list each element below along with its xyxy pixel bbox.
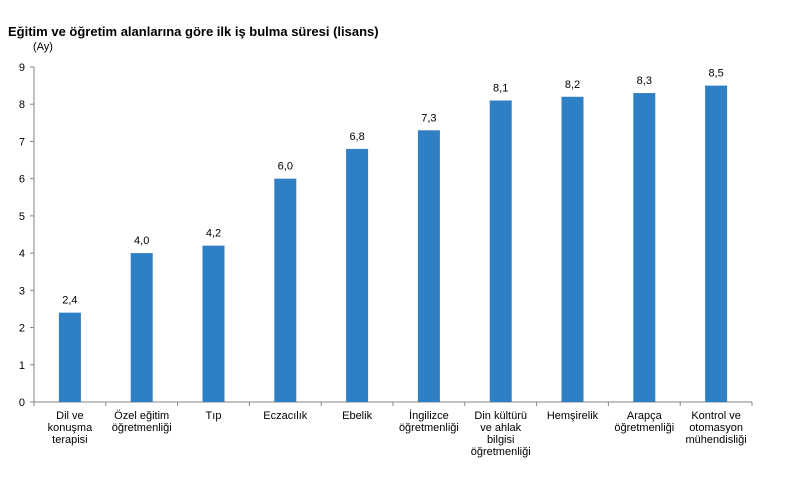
x-category-label: Ebelik (342, 410, 372, 422)
bar-value-label: 8,5 (708, 68, 723, 80)
bar-value-label: 4,0 (134, 235, 149, 247)
bar-value-label: 6,8 (349, 131, 364, 143)
y-tick-label: 8 (19, 99, 25, 111)
x-category-label: Arapça öğretmenliği (614, 410, 674, 434)
x-category-label: Özel eğitim öğretmenliği (112, 410, 172, 434)
x-category-label: Hemşirelik (547, 410, 599, 422)
x-category-label: Din kültürü ve ahlak bilgisi öğretmenliği (471, 410, 531, 458)
y-tick-label: 2 (19, 323, 25, 335)
x-category-label: İngilizce öğretmenliği (399, 409, 459, 434)
bar (58, 312, 81, 402)
bar (705, 85, 728, 402)
y-tick-label: 7 (19, 136, 25, 148)
x-category-label: Kontrol ve otomasyon mühendisliği (686, 410, 747, 446)
bar (489, 100, 512, 402)
bar-value-label: 4,2 (206, 228, 221, 240)
x-category-label: Eczacılık (263, 410, 308, 422)
bar (561, 96, 584, 403)
bar-value-label: 6,0 (278, 161, 293, 173)
bar (274, 178, 297, 402)
bar (633, 93, 656, 403)
y-tick-label: 5 (19, 211, 25, 223)
bar-value-label: 8,2 (565, 79, 580, 91)
bar-value-label: 7,3 (421, 112, 436, 124)
bar (202, 245, 225, 402)
bar-value-label: 8,3 (637, 75, 652, 87)
y-axis-unit-label: (Ay) (33, 41, 53, 53)
y-tick-label: 1 (19, 360, 25, 372)
x-category-label: Dil ve konuşma terapisi (48, 410, 94, 446)
y-tick-label: 6 (19, 174, 25, 186)
bar (130, 253, 153, 402)
y-tick-label: 0 (19, 397, 25, 409)
bar (417, 130, 440, 402)
chart-title: Eğitim ve öğretim alanlarına göre ilk iş… (8, 24, 379, 39)
bar-value-label: 8,1 (493, 83, 508, 95)
bar (346, 148, 369, 402)
y-tick-label: 9 (19, 62, 25, 74)
y-tick-label: 4 (19, 248, 25, 260)
x-category-label: Tıp (206, 410, 222, 422)
bar-value-label: 2,4 (62, 295, 77, 307)
y-tick-label: 3 (19, 285, 25, 297)
